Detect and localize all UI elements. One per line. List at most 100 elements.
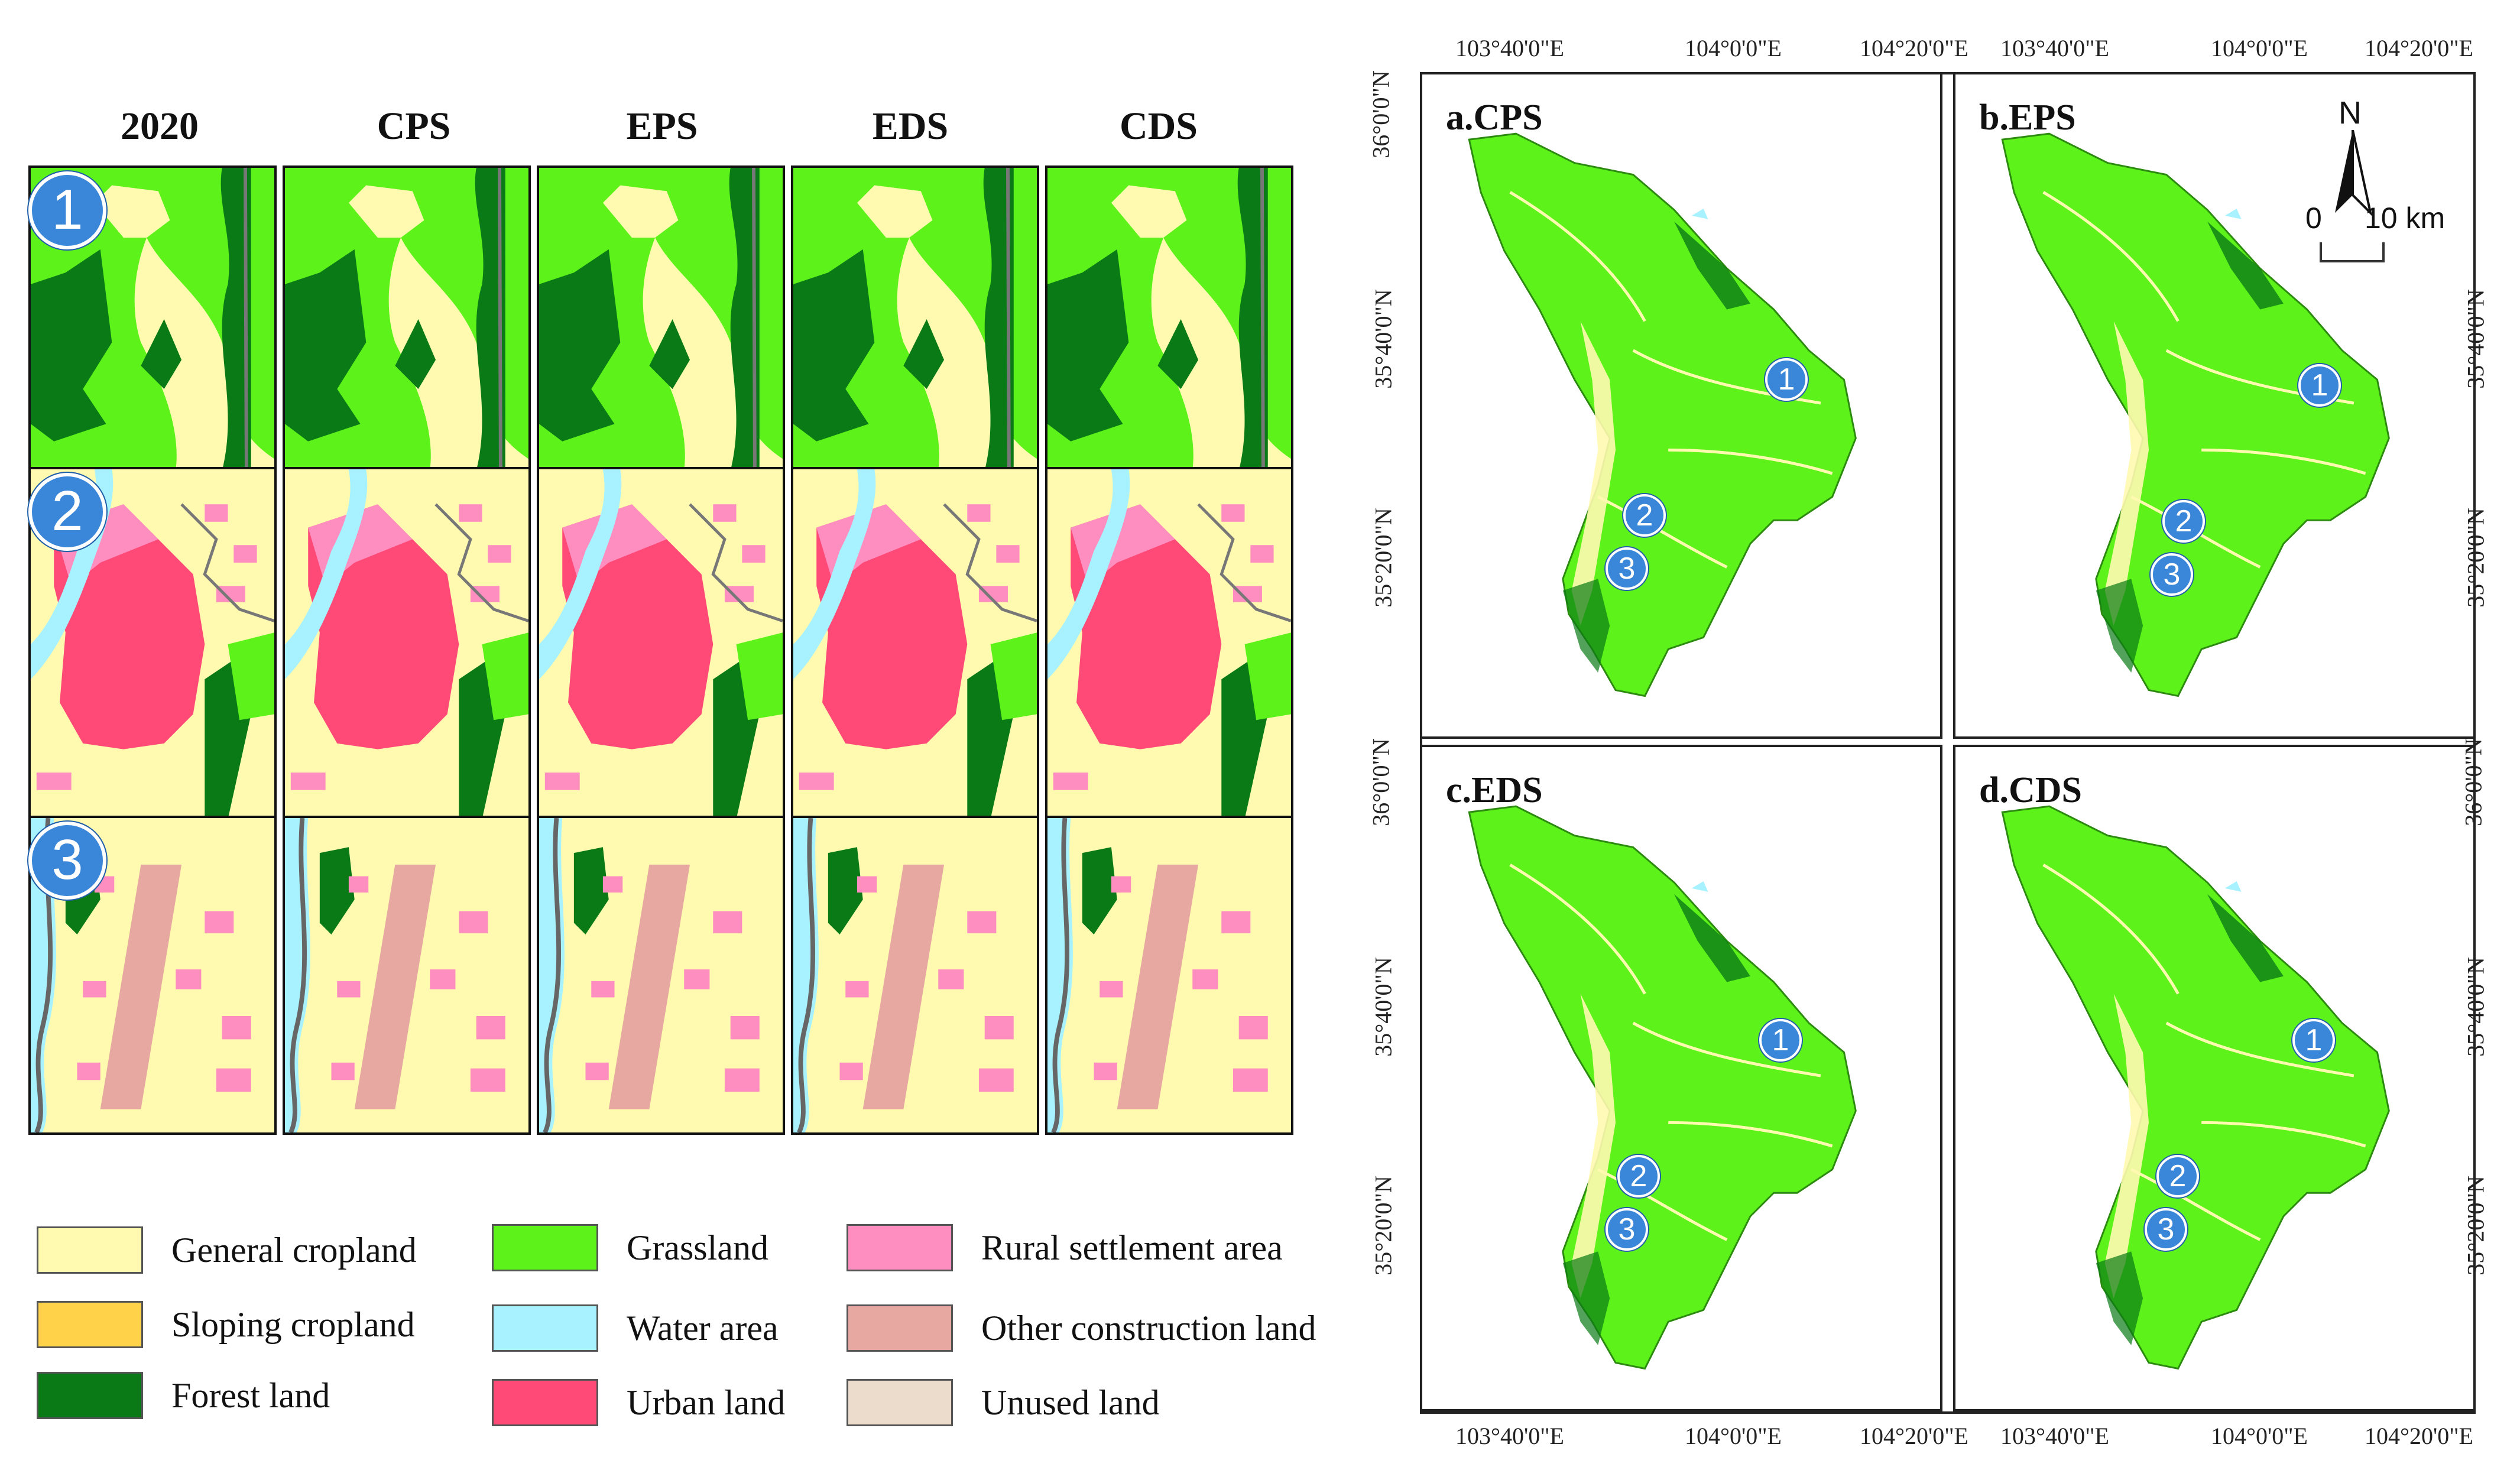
- legend-label: Water area: [627, 1308, 779, 1348]
- panel-title: c.EDS: [1446, 770, 1543, 810]
- scale-bar: [2320, 242, 2385, 262]
- lat-tick-left-6: 35°20'0"N: [1370, 1176, 1397, 1275]
- lat-tick-left-4: 36°0'0"N: [1367, 738, 1394, 826]
- land-use-patch: [793, 469, 1037, 819]
- map-badge-1: 1: [2292, 1019, 2335, 1062]
- land-use-patch: [31, 469, 274, 819]
- map-badge-1: 1: [2298, 364, 2341, 407]
- lat-tick-left-3: 35°20'0"N: [1370, 508, 1397, 608]
- north-arrow: N: [2311, 95, 2394, 242]
- map-badge-1: 1: [1765, 358, 1808, 401]
- zoom-cell-row3-col3: [537, 816, 785, 1135]
- lon-tick-bottom-c2: 104°0'0"E: [1685, 1423, 1782, 1449]
- map-panel-a: a.CPS 1 2 3: [1420, 72, 1942, 739]
- zoom-cell-row3-col2: [283, 816, 531, 1135]
- land-use-patch: [31, 168, 274, 470]
- land-use-patch: [285, 469, 528, 819]
- zoom-cell-row1-col3: [537, 165, 785, 473]
- map-badge-3: 3: [1606, 1208, 1648, 1251]
- zoom-cell-row2-col3: [537, 467, 785, 822]
- land-use-patch: [539, 168, 783, 470]
- north-arrow-icon: [2335, 130, 2373, 217]
- map-panel-b: b.EPS 1 2 3: [1953, 72, 2476, 739]
- legend-label: Urban land: [627, 1382, 786, 1422]
- col-header-eps: EPS: [626, 105, 698, 148]
- north-label: N: [2339, 95, 2362, 131]
- legend-swatch: [847, 1379, 953, 1426]
- map-panel-c: c.EDS 1 2 3: [1420, 745, 1942, 1411]
- region-map: [1422, 747, 1940, 1409]
- land-use-patch: [539, 818, 783, 1132]
- scale-end: 10 km: [2365, 202, 2446, 235]
- legend-label: Grassland: [627, 1228, 768, 1267]
- zoom-cell-row3-col4: [791, 816, 1039, 1135]
- lat-tick-right-5: 35°20'0"N: [2462, 1176, 2489, 1275]
- legend-label: Rural settlement area: [981, 1228, 1283, 1267]
- zoom-cell-row2-col5: [1045, 467, 1293, 822]
- lat-tick-right-1: 35°40'0"N: [2462, 289, 2489, 389]
- lat-tick-left-2: 35°40'0"N: [1370, 289, 1397, 389]
- col-header-2020: 2020: [121, 105, 199, 148]
- map-badge-3: 3: [2145, 1208, 2187, 1251]
- panel-title: b.EPS: [1979, 98, 2076, 138]
- lon-tick-top-a3: 104°20'0"E: [1860, 35, 1968, 61]
- map-badge-1: 1: [1759, 1019, 1802, 1062]
- map-panel-d: d.CDS 1 2 3: [1953, 745, 2476, 1411]
- map-badge-3: 3: [1606, 547, 1648, 590]
- legend-label: General cropland: [171, 1230, 417, 1270]
- legend-swatch: [37, 1226, 143, 1274]
- lon-tick-top-a1: 103°40'0"E: [1455, 35, 1564, 61]
- zoom-cell-row2-col4: [791, 467, 1039, 822]
- legend-item-urban-land: Urban land: [492, 1370, 785, 1435]
- legend-item-grassland: Grassland: [492, 1215, 768, 1280]
- lon-tick-top-b1: 103°40'0"E: [2000, 35, 2109, 61]
- map-badge-2: 2: [1617, 1155, 1660, 1197]
- map-badge-2: 2: [2162, 500, 2205, 543]
- legend-swatch: [492, 1224, 598, 1271]
- zoom-cell-row3-col5: [1045, 816, 1293, 1135]
- region-map: [1955, 74, 2473, 736]
- legend-item-forest-land: Forest land: [37, 1363, 330, 1428]
- lat-tick-right-4: 35°40'0"N: [2462, 957, 2489, 1057]
- lat-tick-right-3: 36°0'0"N: [2460, 738, 2487, 826]
- land-use-patch: [1047, 168, 1291, 470]
- legend-label: Other construction land: [981, 1308, 1316, 1348]
- legend-item-rural-settlement: Rural settlement area: [847, 1215, 1283, 1280]
- land-use-patch: [793, 818, 1037, 1132]
- panel-title: a.CPS: [1446, 98, 1543, 138]
- lat-tick-left-5: 35°40'0"N: [1370, 957, 1397, 1057]
- panel-title: d.CDS: [1979, 770, 2083, 810]
- legend-item-sloping-cropland: Sloping cropland: [37, 1292, 415, 1357]
- lon-tick-top-b2: 104°0'0"E: [2211, 35, 2308, 61]
- lat-tick-left-1: 36°0'0"N: [1367, 70, 1394, 158]
- legend-item-water-area: Water area: [492, 1296, 779, 1361]
- legend-swatch: [37, 1372, 143, 1419]
- lon-tick-bottom-d3: 104°20'0"E: [2365, 1423, 2473, 1449]
- zoom-cell-row1-col1: [28, 165, 277, 473]
- zoom-cell-row1-col5: [1045, 165, 1293, 473]
- zoom-cell-row2-col1: [28, 467, 277, 822]
- land-use-patch: [539, 469, 783, 819]
- legend-label: Unused land: [981, 1382, 1160, 1422]
- zoom-cell-row1-col4: [791, 165, 1039, 473]
- col-header-cds: CDS: [1119, 105, 1198, 148]
- legend-item-unused-land: Unused land: [847, 1370, 1160, 1435]
- map-frame: [1420, 72, 2476, 1414]
- legend-swatch: [847, 1224, 953, 1271]
- lon-tick-bottom-d2: 104°0'0"E: [2211, 1423, 2308, 1449]
- land-use-patch: [285, 818, 528, 1132]
- col-header-eds: EDS: [872, 105, 949, 148]
- land-use-patch: [793, 168, 1037, 470]
- land-use-patch: [285, 168, 528, 470]
- map-badge-2: 2: [1623, 494, 1666, 537]
- row-badge-2: 2: [28, 473, 106, 551]
- lon-tick-bottom-c3: 104°20'0"E: [1860, 1423, 1968, 1449]
- lon-tick-bottom-d1: 103°40'0"E: [2000, 1423, 2109, 1449]
- legend-item-other-construction: Other construction land: [847, 1296, 1316, 1361]
- region-map: [1422, 74, 1940, 736]
- map-badge-2: 2: [2156, 1155, 2199, 1197]
- lon-tick-bottom-c1: 103°40'0"E: [1455, 1423, 1564, 1449]
- col-header-cps: CPS: [377, 105, 451, 148]
- legend-swatch: [492, 1379, 598, 1426]
- row-badge-1: 1: [28, 171, 106, 249]
